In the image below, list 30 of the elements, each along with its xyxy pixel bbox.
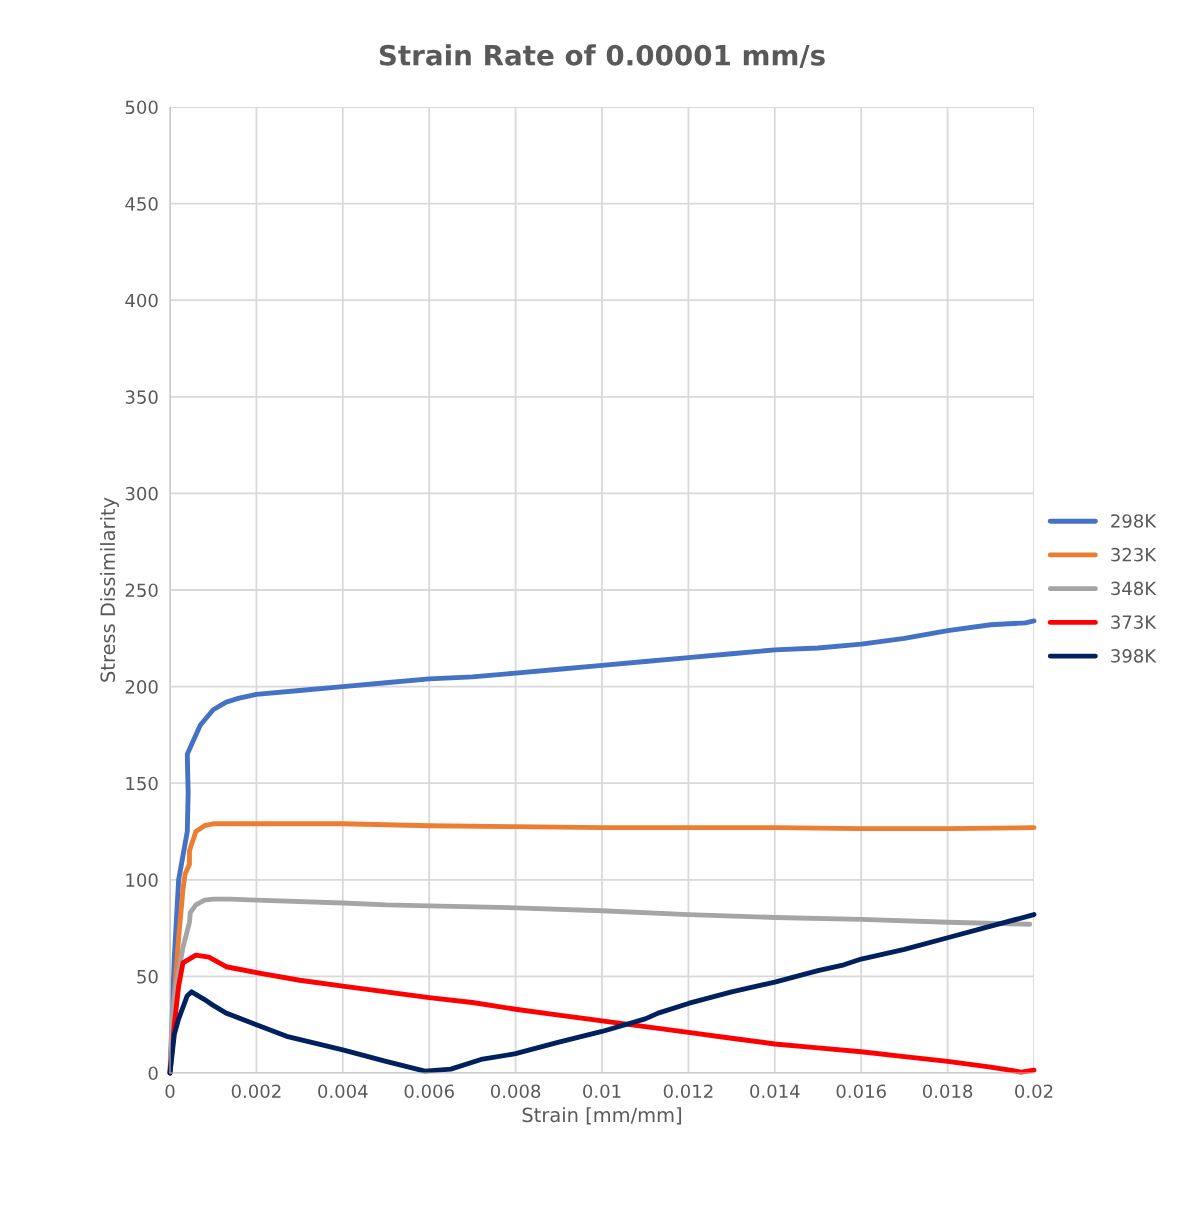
- y-tick-label: 400: [125, 293, 158, 308]
- y-tick-label: 50: [137, 969, 158, 984]
- y-tick-label: 250: [125, 583, 158, 598]
- y-tick-label: 350: [125, 390, 158, 404]
- x-tick-label: 0.004: [318, 1084, 368, 1099]
- legend-label: 323K: [1111, 547, 1157, 562]
- y-tick-label: 150: [126, 776, 158, 791]
- legend-label: 398K: [1111, 649, 1157, 663]
- y-tick-label: 100: [126, 873, 158, 887]
- x-tick-label: 0.002: [231, 1084, 281, 1099]
- y-tick-label: 300: [125, 486, 158, 501]
- x-tick-label: 0: [165, 1084, 175, 1099]
- x-tick-label: 0.006: [404, 1084, 454, 1099]
- x-tick-label: 0.01: [583, 1084, 621, 1099]
- y-tick-label: 450: [125, 197, 158, 211]
- y-tick-label: 200: [125, 680, 158, 694]
- y-tick-label: 0: [148, 1066, 158, 1081]
- chart-title: Strain Rate of 0.00001 mm/s: [379, 44, 825, 68]
- x-tick-label: 0.018: [922, 1084, 973, 1099]
- x-tick-label: 0.016: [836, 1084, 886, 1099]
- y-axis-title: Stress Dissimilarity: [100, 497, 119, 682]
- x-tick-label: 0.014: [750, 1084, 800, 1099]
- legend-label: 348K: [1111, 581, 1157, 596]
- legend-label: 298K: [1111, 514, 1157, 528]
- y-tick-label: 500: [125, 100, 158, 115]
- x-tick-label: 0.008: [490, 1084, 541, 1099]
- x-tick-label: 0.02: [1015, 1084, 1053, 1099]
- x-tick-label: 0.012: [663, 1084, 713, 1099]
- legend-label: 373K: [1111, 615, 1157, 629]
- x-axis-title: Strain [mm/mm]: [522, 1107, 681, 1125]
